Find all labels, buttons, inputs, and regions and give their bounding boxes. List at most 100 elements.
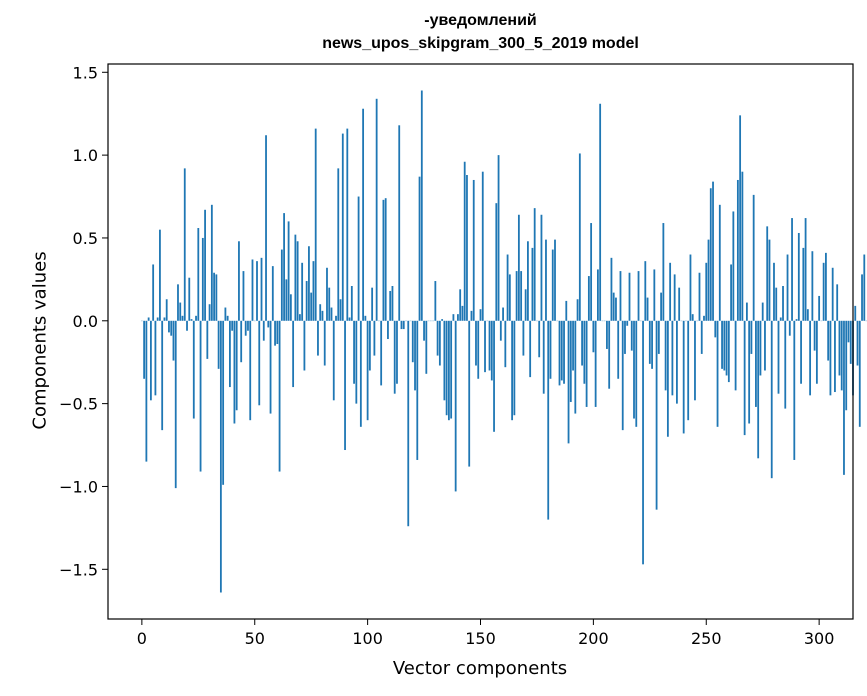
bar [177, 284, 179, 321]
bar [276, 320, 279, 344]
bar [592, 320, 595, 353]
bar [222, 320, 225, 485]
bar [662, 223, 665, 321]
bar [700, 320, 703, 354]
bar [811, 251, 814, 321]
bar [436, 320, 439, 356]
bar [186, 320, 188, 331]
bar [366, 320, 369, 421]
bar [323, 320, 326, 366]
bar [314, 128, 317, 321]
bar [461, 305, 464, 321]
bar [752, 194, 755, 321]
y-axis: −1.5 −1.0 −0.5 0.0 0.5 1.0 1.5 [59, 63, 108, 579]
bar [350, 286, 353, 321]
bar [709, 188, 712, 321]
bar [463, 161, 466, 321]
bar [219, 320, 222, 593]
bar [359, 320, 362, 427]
bar [231, 320, 234, 331]
bar [289, 294, 292, 321]
bar [635, 320, 638, 427]
bar [335, 315, 337, 321]
bar [497, 155, 500, 321]
bar [795, 319, 798, 321]
bar [468, 320, 471, 467]
chart-title-line-1: -уведомлений [424, 12, 537, 29]
bar [775, 287, 778, 321]
bar [159, 229, 161, 321]
bar [348, 317, 351, 321]
bar [554, 239, 556, 321]
y-tick-label: 1.0 [73, 146, 98, 165]
bar [759, 320, 762, 376]
bar [678, 287, 681, 321]
bar [784, 320, 787, 409]
bar [854, 305, 857, 321]
bar [721, 320, 723, 369]
bar [777, 320, 780, 394]
bar [578, 153, 581, 321]
bar [610, 257, 613, 321]
bar [797, 232, 800, 321]
bar [849, 320, 852, 364]
bar [398, 125, 401, 321]
bar [183, 168, 186, 321]
bar [687, 320, 690, 421]
bar [732, 211, 735, 321]
bar [262, 320, 265, 341]
bar [206, 320, 209, 359]
bar [195, 315, 197, 321]
bar [447, 320, 450, 421]
bar [847, 320, 850, 343]
bar [739, 115, 742, 321]
bar [414, 320, 416, 391]
bar [143, 320, 146, 379]
bar [788, 320, 791, 336]
bar [669, 262, 672, 321]
bar [400, 320, 403, 330]
bar [265, 135, 267, 321]
bar [396, 320, 398, 384]
bar [457, 314, 459, 321]
bar [599, 103, 602, 321]
bar [517, 214, 520, 321]
y-tick-label: −1.0 [59, 477, 98, 496]
bar [477, 320, 480, 379]
bar [786, 254, 789, 321]
bar [481, 171, 484, 321]
bar [226, 315, 229, 321]
bar [441, 319, 444, 321]
bar [743, 320, 746, 436]
bar [657, 320, 660, 354]
bar [346, 128, 349, 321]
bar [341, 133, 344, 321]
bar [691, 314, 694, 321]
bar [569, 320, 572, 402]
bar [513, 320, 516, 416]
bar [664, 320, 667, 391]
bar [199, 320, 202, 472]
bar [355, 320, 358, 404]
bar [666, 320, 669, 437]
bar [475, 320, 477, 366]
bar [727, 320, 730, 383]
bar [445, 320, 448, 416]
bar [682, 320, 685, 434]
bar [192, 320, 195, 419]
bar [479, 309, 482, 321]
bar [574, 320, 577, 414]
bar [450, 320, 453, 419]
bar [371, 287, 374, 321]
bar [434, 281, 437, 321]
bar [838, 320, 841, 376]
bar [224, 307, 227, 321]
bar [673, 274, 676, 321]
bar [576, 299, 579, 321]
bar [836, 284, 839, 321]
x-tick-label: 200 [578, 629, 609, 648]
bar [490, 320, 493, 381]
bar [215, 274, 218, 321]
chart-title-line-2: news_upos_skipgram_300_5_2019 model [322, 35, 639, 52]
y-tick-label: 1.5 [73, 63, 98, 82]
